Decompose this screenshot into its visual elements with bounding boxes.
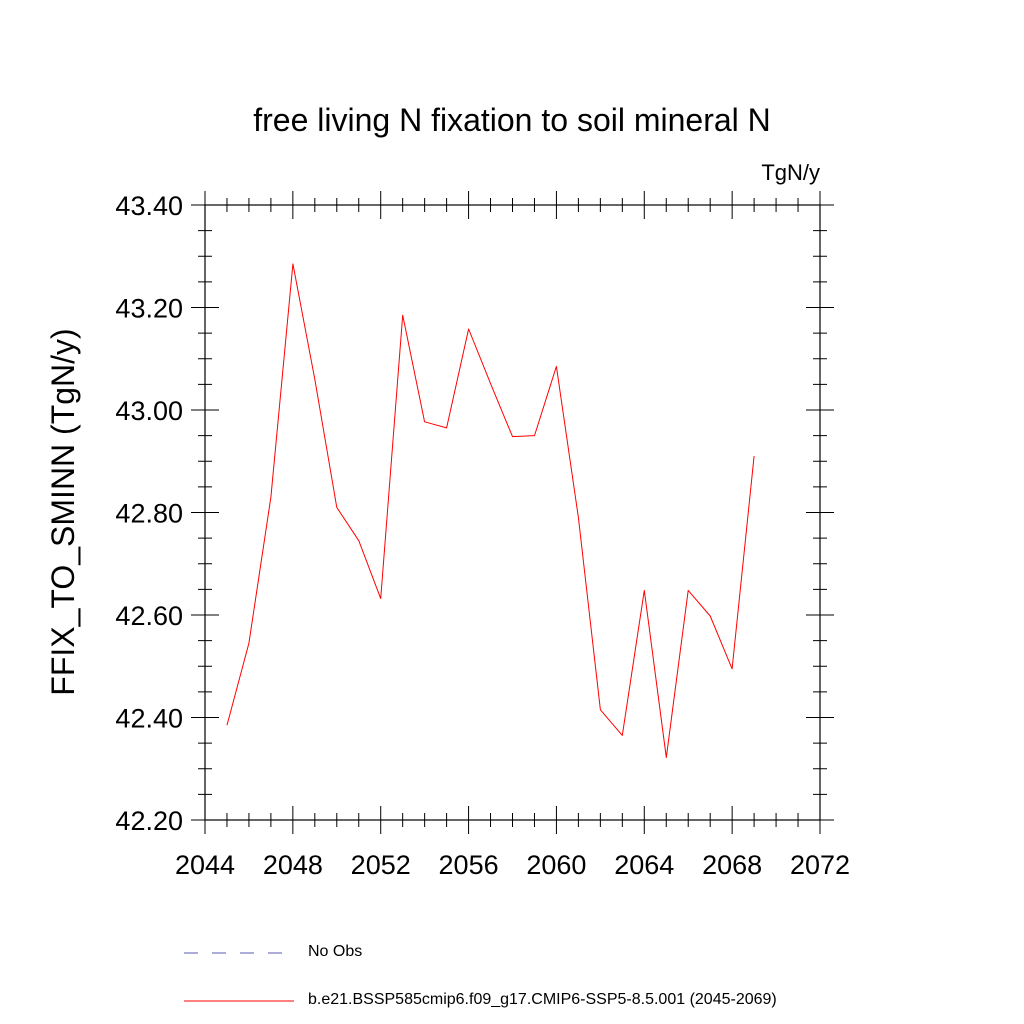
y-tick-label: 43.40: [115, 191, 183, 221]
legend-item-no-obs: No Obs: [184, 940, 984, 964]
y-tick-label: 42.40: [115, 704, 183, 734]
legend-label: b.e21.BSSP585cmip6.f09_g17.CMIP6-SSP5-8.…: [308, 991, 777, 1008]
x-tick-label: 2048: [263, 850, 323, 880]
y-tick-label: 42.20: [115, 806, 183, 836]
y-tick-label: 42.80: [115, 499, 183, 529]
chart-title: free living N fixation to soil mineral N: [253, 102, 771, 138]
units-label: TgN/y: [761, 160, 820, 185]
series-lines: [226, 263, 755, 758]
x-tick-label: 2056: [439, 850, 499, 880]
x-tick-label: 2052: [351, 850, 411, 880]
x-tick-label: 2072: [790, 850, 850, 880]
axis-ticks: [191, 191, 834, 834]
y-tick-label: 42.60: [115, 601, 183, 631]
x-tick-label: 2060: [526, 850, 586, 880]
legend-swatch-solid: [184, 1000, 294, 1002]
y-axis-label: FFIX_TO_SMINN (TgN/y): [45, 328, 81, 695]
y-tick-label: 43.00: [115, 396, 183, 426]
axis-tick-labels: 2044 2048 2052 2056 2060 2064 2068 2072 42.20 42.…: [115, 191, 850, 880]
x-tick-label: 2068: [702, 850, 762, 880]
legend-swatch-dashed: [184, 952, 294, 954]
plot-frame: [204, 204, 821, 821]
legend-label: No Obs: [308, 943, 363, 960]
x-tick-label: 2064: [614, 850, 674, 880]
y-tick-label: 43.20: [115, 294, 183, 324]
x-tick-label: 2044: [175, 850, 235, 880]
legend-item-model-run: b.e21.BSSP585cmip6.f09_g17.CMIP6-SSP5-8.…: [184, 988, 984, 1012]
series-line-1: [226, 263, 755, 758]
